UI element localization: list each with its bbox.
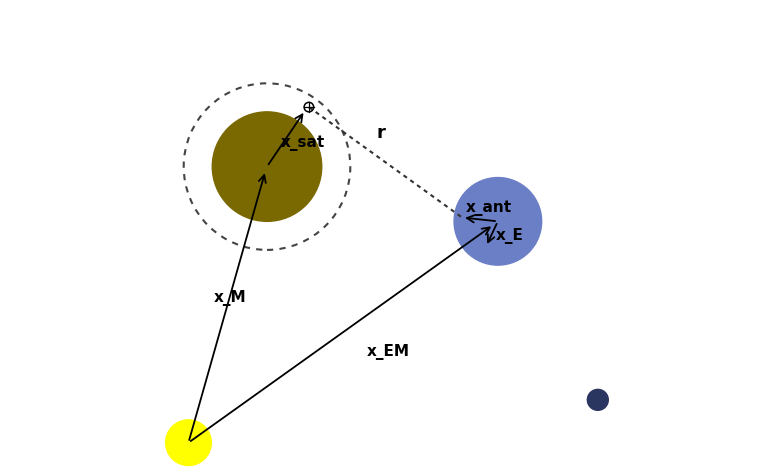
Circle shape (166, 420, 212, 466)
Circle shape (454, 178, 542, 265)
Circle shape (587, 389, 608, 410)
Text: x_sat: x_sat (280, 135, 324, 150)
Text: r: r (377, 124, 386, 142)
Text: x_E: x_E (496, 228, 523, 244)
Text: x_ant: x_ant (466, 201, 512, 216)
Text: x_M: x_M (214, 289, 246, 306)
Text: x_EM: x_EM (367, 344, 410, 360)
Circle shape (212, 112, 322, 221)
